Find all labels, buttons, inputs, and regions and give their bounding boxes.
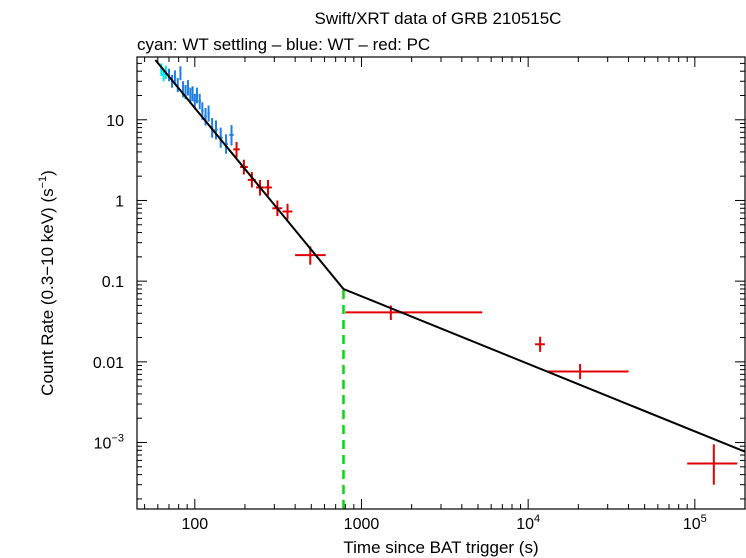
chart-title: Swift/XRT data of GRB 210515C [315, 9, 562, 28]
y-axis-label-sup: −1 [37, 176, 49, 189]
series-pc [233, 142, 738, 485]
plot-series-group [154, 59, 745, 509]
plot-frame [136, 56, 746, 510]
x-tick-label-exponent: 4 [534, 513, 540, 525]
data-point-pc-4 [264, 179, 272, 196]
y-axis-label: Count Rate (0.3−10 keV) (s−1) [37, 170, 57, 396]
y-tick-label: 10 [106, 113, 124, 130]
x-tick-label: 105 [683, 513, 707, 533]
data-point-pc-11 [687, 444, 738, 485]
data-point-wt-7 [186, 80, 189, 96]
model-fit-line [154, 59, 745, 453]
y-tick-label-base: 1 [115, 193, 124, 210]
x-tick-label: 100 [181, 516, 208, 533]
data-point-wt-4 [179, 66, 182, 81]
data-point-pc-10 [547, 364, 629, 380]
data-point-wt-12 [198, 93, 202, 110]
data-point-wt-11 [195, 87, 198, 104]
plot-area [154, 59, 745, 509]
x-tick-label-base: 100 [181, 516, 208, 533]
y-tick-label-base: 0.01 [93, 355, 124, 372]
data-point-wt-8 [189, 87, 192, 104]
y-tick-label-base: 10 [94, 436, 112, 453]
x-axis-label: Time since BAT trigger (s) [343, 538, 538, 557]
x-tick-label-base: 10 [516, 516, 534, 533]
y-tick-label-exponent: −3 [111, 433, 124, 445]
y-axis-label-main: Count Rate (0.3−10 keV) (s [38, 188, 57, 395]
data-point-pc-0 [233, 142, 240, 158]
series-wt [167, 66, 234, 154]
y-tick-label: 0.1 [102, 274, 124, 291]
x-tick-label: 104 [516, 513, 540, 533]
x-tick-label-base: 1000 [344, 516, 380, 533]
y-tick-label: 0.01 [93, 355, 124, 372]
y-axis-label-end: ) [38, 170, 57, 176]
x-tick-label: 1000 [344, 516, 380, 533]
data-point-wt-17 [214, 120, 218, 140]
y-tick-label: 10−3 [94, 433, 124, 453]
y-tick-label-base: 0.1 [102, 274, 124, 291]
data-point-wt-15 [207, 105, 210, 122]
data-point-pc-6 [282, 203, 293, 220]
data-point-pc-9 [535, 336, 545, 352]
data-point-wt-2 [173, 70, 176, 84]
data-point-wt-9 [191, 86, 194, 102]
y-tick-label: 1 [115, 193, 124, 210]
chart-subtitle: cyan: WT settling – blue: WT – red: PC [137, 35, 430, 54]
x-tick-label-exponent: 5 [701, 513, 707, 525]
x-tick-label-base: 10 [683, 516, 701, 533]
y-tick-label-base: 10 [106, 113, 124, 130]
data-point-wt-20 [229, 125, 234, 146]
